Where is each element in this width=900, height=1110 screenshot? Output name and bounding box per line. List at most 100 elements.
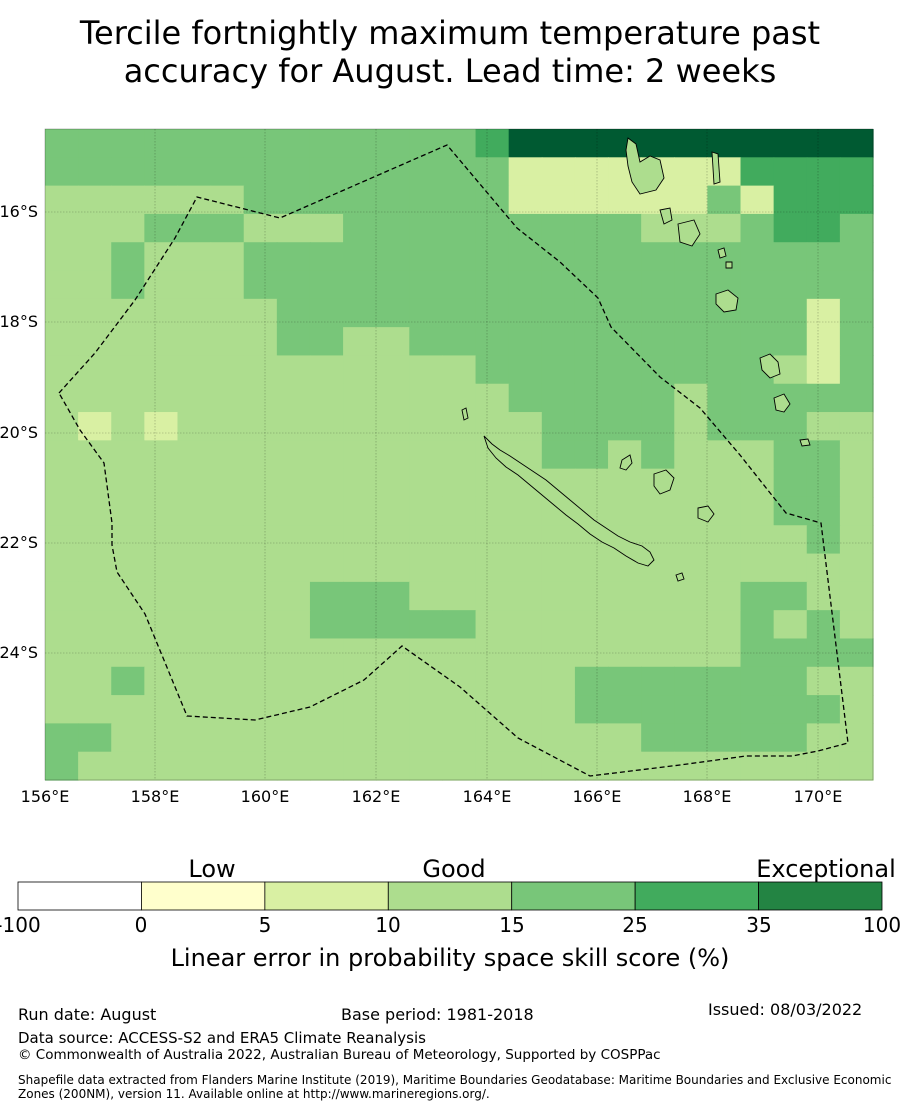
grid-cell	[144, 695, 179, 724]
grid-cell	[806, 412, 841, 441]
grid-cell	[78, 751, 112, 781]
grid-cell	[309, 270, 344, 300]
grid-cell	[806, 723, 841, 753]
grid-cell	[442, 270, 477, 300]
grid-cell	[475, 327, 510, 357]
grid-cell	[111, 270, 145, 300]
lifou-island	[653, 469, 675, 495]
grid-cell	[243, 412, 278, 441]
grid-cell	[276, 751, 311, 781]
coastlines	[461, 137, 811, 582]
grid-cell	[45, 213, 79, 243]
grid-cell	[541, 723, 576, 753]
grid-cell	[376, 327, 410, 357]
grid-cell	[541, 581, 576, 611]
lat-label-16s: 16°S	[0, 202, 38, 221]
grid-cell	[409, 468, 444, 498]
lon-label-156e: 156°E	[20, 787, 70, 806]
grid-cell	[45, 581, 79, 611]
grid-cell	[475, 525, 510, 555]
small-island-b	[717, 247, 727, 259]
grid-cell	[773, 327, 808, 357]
grid-cell	[111, 327, 145, 357]
grid-cell	[773, 553, 808, 583]
grid-cell	[309, 751, 344, 781]
grid-cell	[309, 723, 344, 753]
grid-cell	[376, 129, 410, 158]
grid-cell	[243, 751, 278, 781]
grid-cell	[343, 298, 377, 328]
grid-cell	[641, 666, 675, 696]
grid-cell	[343, 525, 377, 555]
grid-cell	[309, 129, 344, 158]
grid-cell	[45, 298, 79, 328]
grid-cell	[608, 355, 642, 385]
grid-cell	[111, 157, 145, 187]
grid-cell	[309, 412, 344, 441]
colorbar-tick-0: 0	[134, 913, 148, 937]
grid-cell	[475, 581, 510, 611]
grid-cell	[409, 412, 444, 441]
grid-cell	[243, 553, 278, 583]
grid-cell	[78, 157, 112, 187]
grid-cell	[806, 751, 841, 781]
grid-cell	[144, 553, 179, 583]
grid-cell	[707, 525, 742, 555]
grid-cell	[78, 581, 112, 611]
grid-cell	[674, 242, 708, 272]
grid-cell	[144, 412, 179, 441]
grid-cell	[442, 440, 477, 470]
grid-cell	[541, 610, 576, 640]
grid-cell	[773, 129, 808, 158]
map-gridlines	[45, 129, 873, 780]
grid-cell	[409, 383, 444, 413]
grid-cell	[45, 242, 79, 272]
grid-cell	[45, 496, 79, 526]
grid-cell	[806, 666, 841, 696]
grid-cell	[309, 610, 344, 640]
grid-cell	[707, 723, 742, 753]
grid-cell	[740, 553, 775, 583]
grid-cell	[243, 185, 278, 215]
grid-cell	[376, 468, 410, 498]
lon-label-162e: 162°E	[351, 787, 401, 806]
grid-cell	[78, 383, 112, 413]
grid-cell	[78, 129, 112, 158]
colorbar-segment	[758, 881, 883, 911]
grid-cell	[210, 553, 245, 583]
map-frame	[44, 128, 874, 781]
grid-cell	[508, 157, 543, 187]
grid-cell	[641, 242, 675, 272]
grid-cell	[210, 270, 245, 300]
grid-cell	[707, 581, 742, 611]
grid-cell	[78, 327, 112, 357]
grid-cell	[442, 723, 477, 753]
grid-cell	[78, 638, 112, 668]
grid-cell	[343, 185, 377, 215]
grid-cell	[508, 695, 543, 724]
grid-cell	[574, 327, 609, 357]
grid-cell	[541, 525, 576, 555]
grid-cell	[740, 610, 775, 640]
grid-cell	[608, 412, 642, 441]
grid-cell	[574, 610, 609, 640]
grid-cell	[740, 496, 775, 526]
grid-cell	[508, 270, 543, 300]
grid-cell	[740, 525, 775, 555]
grid-cell	[674, 525, 708, 555]
grid-cell	[177, 129, 212, 158]
grid-cell	[442, 666, 477, 696]
grid-cell	[177, 695, 212, 724]
grid-cell	[144, 751, 179, 781]
grid-cell	[608, 723, 642, 753]
grid-cell	[243, 468, 278, 498]
grid-cell	[773, 695, 808, 724]
grid-cell	[674, 695, 708, 724]
grid-cell	[442, 185, 477, 215]
grid-cell	[839, 723, 874, 753]
grid-cell	[376, 496, 410, 526]
grid-cell	[541, 129, 576, 158]
grid-cell	[309, 383, 344, 413]
lon-label-164e: 164°E	[462, 787, 512, 806]
grid-cell	[409, 440, 444, 470]
